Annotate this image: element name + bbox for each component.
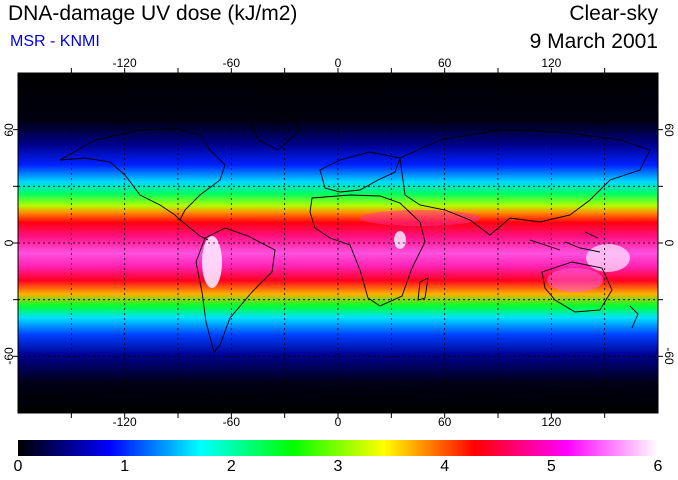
frame-tick-marks [13,68,663,418]
colorbar-tick-label: 0 [13,458,23,475]
greenland-coastline [249,111,301,151]
new-zealand-coastline [629,305,639,329]
lon-tick-label-top: -60 [222,56,240,70]
central-america-coastline [177,217,209,241]
sahara-magenta-band [360,210,480,226]
lon-tick-label-bottom: 60 [437,415,452,429]
colorbar [18,440,658,456]
lat-tick-label-left: 60 [2,122,16,137]
colorbar-tick-label: 3 [333,458,343,475]
lon-tick-label-top: -120 [112,56,137,70]
lon-tick-label-bottom: -120 [112,415,137,429]
australia-hotspot [547,268,603,292]
lon-tick-label-bottom: -60 [222,415,240,429]
lat-tick-label-left: -60 [2,347,16,365]
lon-tick-label-top: 0 [334,56,342,70]
south-america-coastline [195,227,276,353]
madagascar-coastline [417,277,429,301]
maritime-continent-coastline [529,231,601,253]
africa-coastline [309,194,426,307]
lat-tick-label-right: -60 [662,347,676,365]
sky-condition-label: Clear-sky [569,2,658,25]
pacific-white-hotspot [586,244,630,272]
asia-coastline [399,129,651,236]
europe-coastline [319,151,401,193]
lat-tick-label-right: 0 [662,239,676,247]
graticule [18,73,658,413]
colorbar-tick-label: 2 [226,458,236,475]
lat-tick-label-right: 60 [662,122,676,137]
chart-title: DNA-damage UV dose (kJ/m2) [8,2,298,25]
lat-tick-label-left: 0 [2,239,16,247]
north-america-coastline [59,127,226,221]
coastlines [18,111,658,399]
colorbar-tick-label: 6 [653,458,663,475]
africa-white-hotspot [394,231,406,249]
source-label: MSR - KNMI [10,33,100,50]
lon-tick-label-top: 60 [437,56,452,70]
colorbar-tick-label: 1 [120,458,130,475]
colorbar-tick-label: 5 [546,458,556,475]
colorbar-tick-label: 4 [440,458,450,475]
date-label: 9 March 2001 [529,30,658,53]
lon-tick-label-bottom: 120 [541,415,562,429]
lon-tick-label-top: 120 [541,56,562,70]
andes-white-hotspot [202,236,222,288]
australia-coastline [541,261,613,313]
lon-tick-label-bottom: 0 [334,415,342,429]
antarctica-coastline [18,389,658,399]
